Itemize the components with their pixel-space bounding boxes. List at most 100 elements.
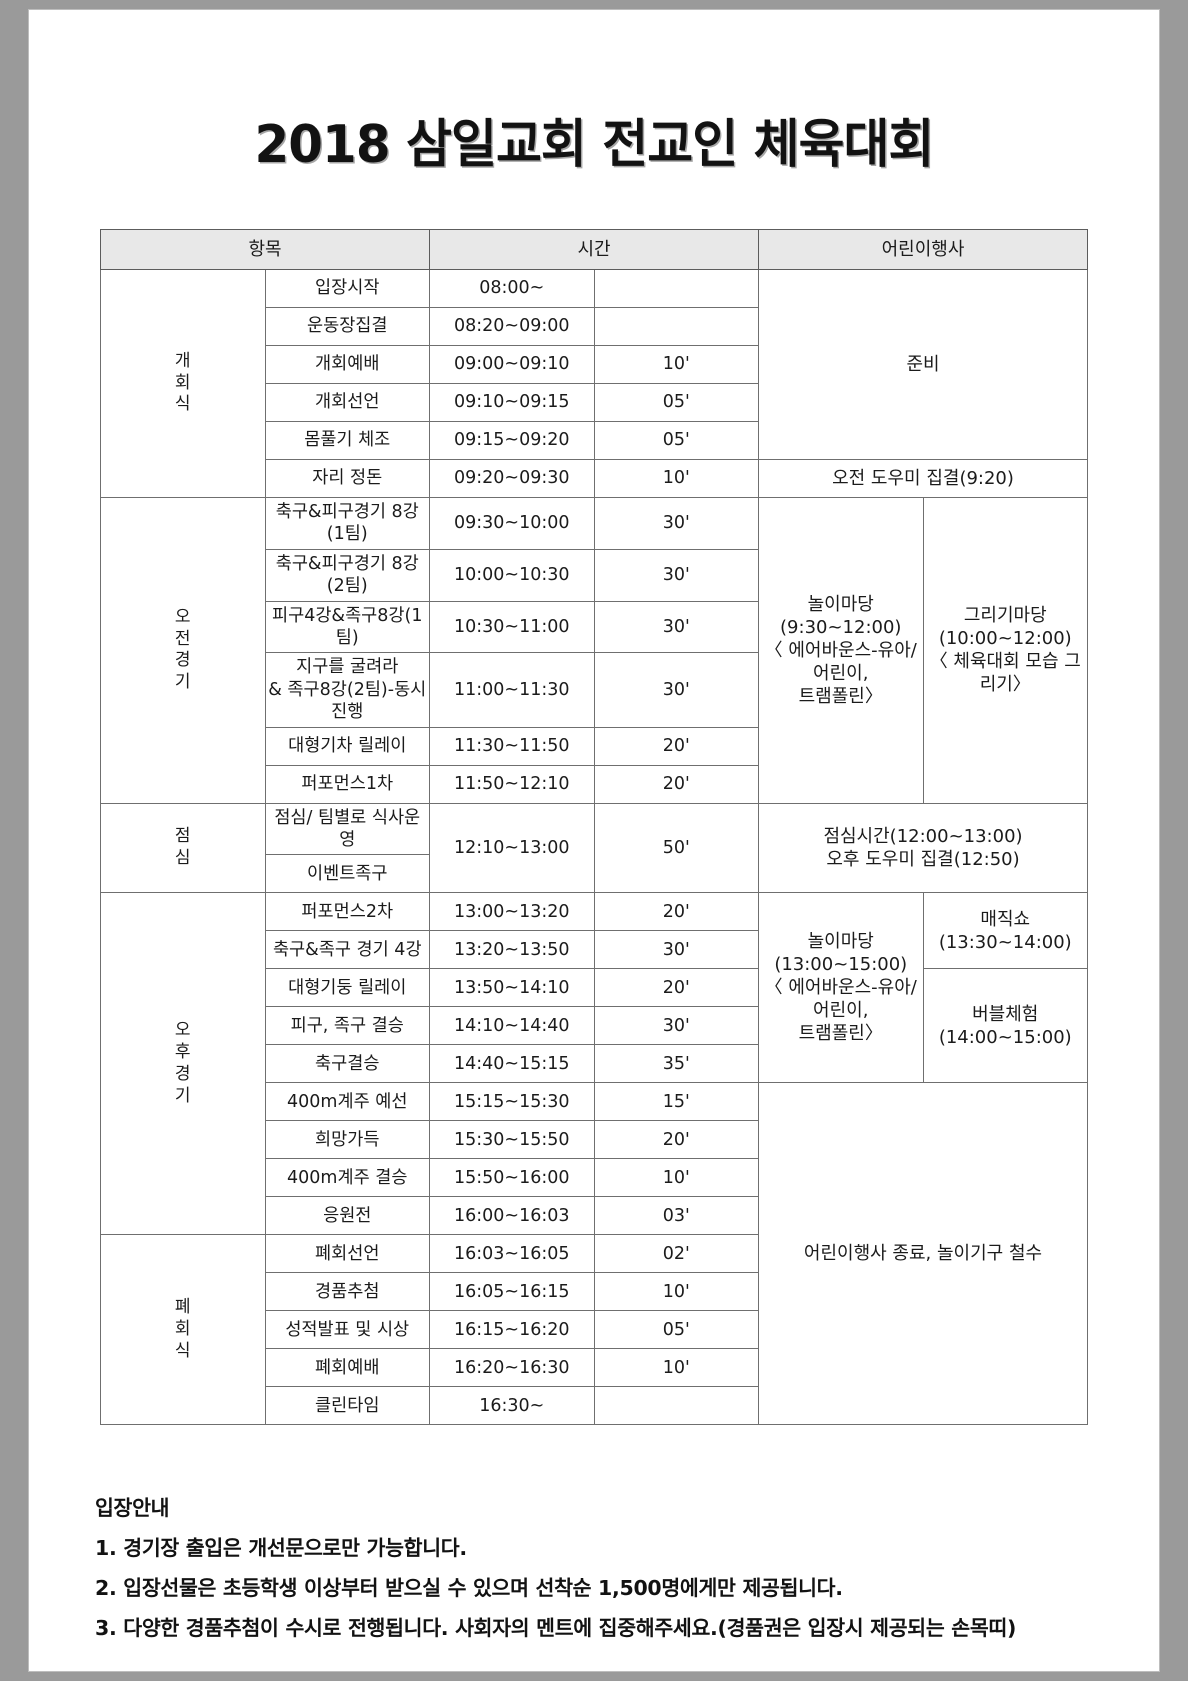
row-item: 입장시작 bbox=[264, 269, 430, 308]
row-time: 16:03~16:05 bbox=[429, 1234, 595, 1274]
row-duration: 30' bbox=[593, 548, 759, 602]
row-item: 폐회예배 bbox=[264, 1348, 430, 1388]
table-row: 경품추첨 16:05~16:15 10' bbox=[101, 1272, 1088, 1312]
row-duration: 05' bbox=[593, 383, 759, 422]
row-time: 16:30~ bbox=[429, 1386, 595, 1426]
row-item: 대형기둥 릴레이 bbox=[264, 968, 430, 1008]
row-duration: 02' bbox=[593, 1234, 759, 1274]
notes-heading: 입장안내 bbox=[95, 1496, 170, 1521]
row-item: 클린타임 bbox=[264, 1386, 430, 1426]
kids-bubble-line1: 버블체험 bbox=[972, 1003, 1039, 1025]
table-header-row: 항목 시간 어린이행사 bbox=[100, 229, 1088, 270]
kids-drawing-line1: 그리기마당 bbox=[963, 605, 1047, 627]
row-item: 성적발표 및 시상 bbox=[264, 1310, 430, 1350]
table-row: 운동장집결 08:20~09:00 bbox=[101, 307, 1088, 346]
row-time: 10:00~10:30 bbox=[429, 548, 595, 602]
kids-prep: 준비 bbox=[758, 269, 1088, 460]
row-time: 16:05~16:15 bbox=[429, 1272, 595, 1312]
row-time: 14:40~15:15 bbox=[429, 1044, 595, 1084]
row-time: 11:00~11:30 bbox=[429, 652, 595, 728]
note-item-2: 2. 입장선물은 초등학생 이상부터 받으실 수 있으며 선착순 1,500명에… bbox=[95, 1576, 843, 1601]
row-duration: 10' bbox=[593, 459, 759, 498]
row-duration: 10' bbox=[593, 1158, 759, 1198]
kids-magic-line1: 매직쇼 bbox=[980, 908, 1031, 930]
row-item: 축구&피구경기 8강(1팀) bbox=[264, 497, 430, 550]
kids-playground-afternoon-line2: 〈 에어바운스-유아/어린이, bbox=[764, 977, 917, 1022]
kids-drawing: 그리기마당 (10:00~12:00) 〈 체육대회 모습 그리기〉 bbox=[922, 497, 1088, 804]
row-item: 개회예배 bbox=[264, 345, 430, 384]
row-time: 15:50~16:00 bbox=[429, 1158, 595, 1198]
row-duration: 30' bbox=[593, 600, 759, 654]
row-item: 운동장집결 bbox=[264, 307, 430, 346]
table-row: 축구&족구 경기 4강 13:20~13:50 30' bbox=[101, 930, 1088, 970]
row-time: 08:20~09:00 bbox=[429, 307, 595, 346]
row-item: 피구4강&족구8강(1팀) bbox=[264, 600, 430, 654]
row-item: 자리 정돈 bbox=[264, 459, 430, 498]
row-item: 점심/ 팀별로 식사운영 bbox=[264, 802, 430, 856]
row-item: 이벤트족구 bbox=[264, 854, 430, 894]
row-duration: 30' bbox=[593, 1006, 759, 1046]
row-time: 08:00~ bbox=[429, 269, 595, 308]
kids-closing: 어린이행사 종료, 놀이기구 철수 bbox=[758, 1082, 1088, 1426]
page-title: 2018 삼일교회 전교인 체육대회 bbox=[254, 115, 935, 175]
row-time: 09:20~09:30 bbox=[429, 459, 595, 498]
row-duration: 10' bbox=[593, 345, 759, 384]
row-item: 경품추첨 bbox=[264, 1272, 430, 1312]
row-item: 개회선언 bbox=[264, 383, 430, 422]
table-row: 피구, 족구 결승 14:10~14:40 30' bbox=[101, 1006, 1088, 1046]
kids-bubble-line2: (14:00~15:00) bbox=[938, 1026, 1072, 1048]
row-duration: 30' bbox=[593, 930, 759, 970]
table-row: 퍼포먼스1차 11:50~12:10 20' bbox=[101, 764, 1088, 804]
row-duration: 35' bbox=[593, 1044, 759, 1084]
row-time: 09:15~09:20 bbox=[429, 421, 595, 460]
row-duration: 30' bbox=[593, 497, 759, 550]
row-time: 09:30~10:00 bbox=[429, 497, 595, 550]
row-item: 지구를 굴려라 & 족구8강(2팀)-동시진행 bbox=[264, 652, 430, 728]
kids-magic-line2: (13:30~14:00) bbox=[938, 931, 1072, 953]
kids-lunch-line2: 오후 도우미 집결(12:50) bbox=[826, 848, 1020, 870]
table-row: 성적발표 및 시상 16:15~16:20 05' bbox=[101, 1310, 1088, 1350]
kids-lunch: 점심시간(12:00~13:00) 오후 도우미 집결(12:50) bbox=[758, 802, 1088, 894]
entry-notes: 입장안내 1. 경기장 출입은 개선문으로만 가능합니다. 2. 입장선물은 초… bbox=[95, 1489, 1159, 1649]
row-duration: 15' bbox=[593, 1082, 759, 1122]
table-row: 몸풀기 체조 09:15~09:20 05' bbox=[101, 421, 1088, 460]
row-duration: 10' bbox=[593, 1348, 759, 1388]
kids-playground-morning-line3: 트램폴린〉 bbox=[798, 685, 883, 707]
row-duration: 10' bbox=[593, 1272, 759, 1312]
row-duration: 20' bbox=[593, 892, 759, 932]
row-item: 축구&피구경기 8강(2팀) bbox=[264, 548, 430, 602]
kids-drawing-line3: 〈 체육대회 모습 그리기〉 bbox=[929, 651, 1081, 696]
table-row: 개회예배 09:00~09:10 10' bbox=[101, 345, 1088, 384]
row-item-line2: & 족구8강(2팀)-동시진행 bbox=[268, 679, 427, 723]
kids-playground-morning-line2: 〈 에어바운스-유아/어린이, bbox=[764, 639, 917, 684]
row-time: 11:50~12:10 bbox=[429, 764, 595, 804]
row-time: 14:10~14:40 bbox=[429, 1006, 595, 1046]
row-time: 13:50~14:10 bbox=[429, 968, 595, 1008]
row-time: 10:30~11:00 bbox=[429, 600, 595, 654]
row-time: 16:15~16:20 bbox=[429, 1310, 595, 1350]
kids-playground-afternoon-line1: 놀이마당(13:00~15:00) bbox=[774, 931, 908, 976]
row-duration: 30' bbox=[593, 652, 759, 728]
kids-magic-show: 매직쇼 (13:30~14:00) bbox=[922, 892, 1088, 970]
kids-playground-afternoon: 놀이마당(13:00~15:00) 〈 에어바운스-유아/어린이, 트램폴린〉 bbox=[758, 892, 924, 1084]
table-row: 클린타임 16:30~ bbox=[101, 1386, 1088, 1426]
kids-drawing-line2: (10:00~12:00) bbox=[938, 628, 1072, 650]
row-duration bbox=[593, 1386, 759, 1426]
row-duration: 20' bbox=[593, 968, 759, 1008]
row-item: 축구결승 bbox=[264, 1044, 430, 1084]
table-row: 희망가득 15:30~15:50 20' bbox=[101, 1120, 1088, 1160]
row-item-line1: 지구를 굴려라 bbox=[296, 657, 399, 678]
table-row: 자리 정돈 09:20~09:30 10' 오전 도우미 집결(9:20) bbox=[101, 459, 1088, 498]
row-duration: 05' bbox=[593, 1310, 759, 1350]
table-row: 이벤트족구 bbox=[101, 854, 1088, 894]
